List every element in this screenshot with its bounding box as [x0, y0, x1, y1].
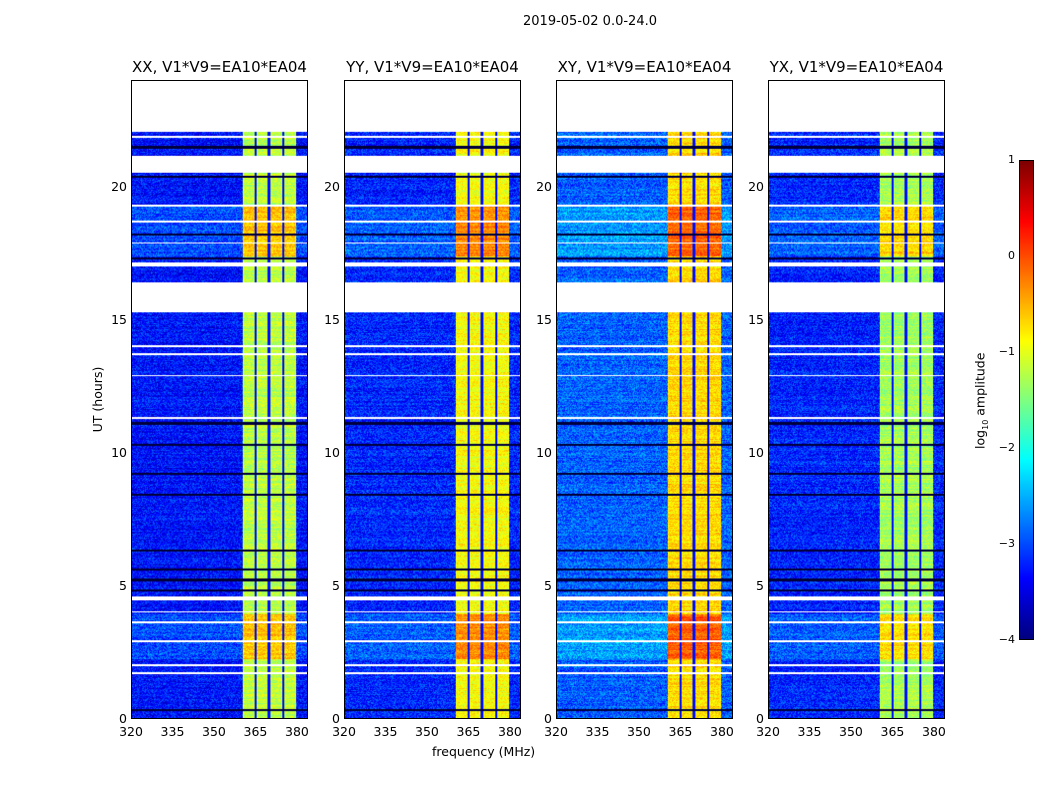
- x-tick-label: 335: [585, 724, 610, 739]
- colorbar: [1019, 160, 1034, 640]
- y-tick-label: 20: [536, 178, 552, 194]
- heatmap-panel-2: [556, 80, 733, 719]
- x-tick-label: 380: [710, 724, 734, 739]
- heatmap-panel-0: [131, 80, 308, 719]
- y-tick-label: 0: [332, 711, 340, 726]
- colorbar-tick-label: −2: [998, 441, 1015, 454]
- x-tick-label: 335: [373, 724, 398, 739]
- colorbar-tick-label: −4: [998, 633, 1015, 646]
- heatmap-cells: [769, 81, 944, 718]
- y-tick-label: 10: [536, 444, 552, 460]
- y-tick-label: 5: [119, 577, 127, 593]
- panel-title: YY, V1*V9=EA10*EA04: [346, 58, 519, 76]
- x-tick-label: 365: [243, 724, 268, 739]
- y-tick-label: 10: [111, 444, 127, 460]
- x-tick-label: 350: [415, 724, 439, 739]
- colorbar-tick-label: −3: [998, 537, 1015, 550]
- y-tick-label: 5: [544, 577, 552, 593]
- colorbar-label-sub: 10: [980, 419, 990, 430]
- x-tick-label: 365: [456, 724, 481, 739]
- y-tick-label: 5: [756, 577, 764, 593]
- y-tick-label: 15: [111, 311, 127, 327]
- y-tick-label: 0: [119, 711, 127, 726]
- heatmap-panel-3: [768, 80, 945, 719]
- colorbar-tick-label: −1: [998, 345, 1015, 358]
- y-tick-label: 20: [111, 178, 127, 194]
- panel-title: YX, V1*V9=EA10*EA04: [769, 58, 944, 76]
- x-tick-label: 320: [756, 724, 780, 739]
- y-tick-label: 15: [536, 311, 552, 327]
- panel-title: XY, V1*V9=EA10*EA04: [557, 58, 732, 76]
- y-tick-label: 15: [324, 311, 340, 327]
- y-tick-label: 5: [332, 577, 340, 593]
- x-tick-label: 380: [498, 724, 522, 739]
- x-tick-label: 335: [160, 724, 185, 739]
- y-tick-label: 0: [544, 711, 552, 726]
- x-tick-label: 365: [668, 724, 693, 739]
- x-tick-label: 380: [285, 724, 309, 739]
- colorbar-label: log10 amplitude: [972, 346, 990, 456]
- x-tick-label: 320: [544, 724, 568, 739]
- y-tick-label: 15: [748, 311, 764, 327]
- y-tick-label: 20: [324, 178, 340, 194]
- x-tick-label: 350: [839, 724, 863, 739]
- heatmap-cells: [132, 81, 307, 718]
- y-tick-label: 10: [324, 444, 340, 460]
- x-tick-label: 320: [332, 724, 356, 739]
- colorbar-tick-label: 0: [1008, 249, 1015, 262]
- y-axis-label: UT (hours): [90, 366, 105, 433]
- x-tick-label: 365: [880, 724, 905, 739]
- x-tick-label: 350: [627, 724, 651, 739]
- y-tick-label: 10: [748, 444, 764, 460]
- colorbar-tick-label: 1: [1008, 153, 1015, 166]
- heatmap-panel-1: [344, 80, 521, 719]
- x-tick-label: 380: [922, 724, 946, 739]
- x-tick-label: 335: [797, 724, 822, 739]
- y-tick-label: 0: [756, 711, 764, 726]
- y-tick-label: 20: [748, 178, 764, 194]
- heatmap-cells: [345, 81, 520, 718]
- figure-title: 2019-05-02 0.0-24.0: [523, 14, 657, 29]
- colorbar-label-suffix: amplitude: [972, 352, 988, 420]
- x-tick-label: 320: [119, 724, 143, 739]
- panel-title: XX, V1*V9=EA10*EA04: [132, 58, 307, 76]
- heatmap-cells: [557, 81, 732, 718]
- x-tick-label: 350: [202, 724, 226, 739]
- x-axis-label: frequency (MHz): [432, 744, 536, 759]
